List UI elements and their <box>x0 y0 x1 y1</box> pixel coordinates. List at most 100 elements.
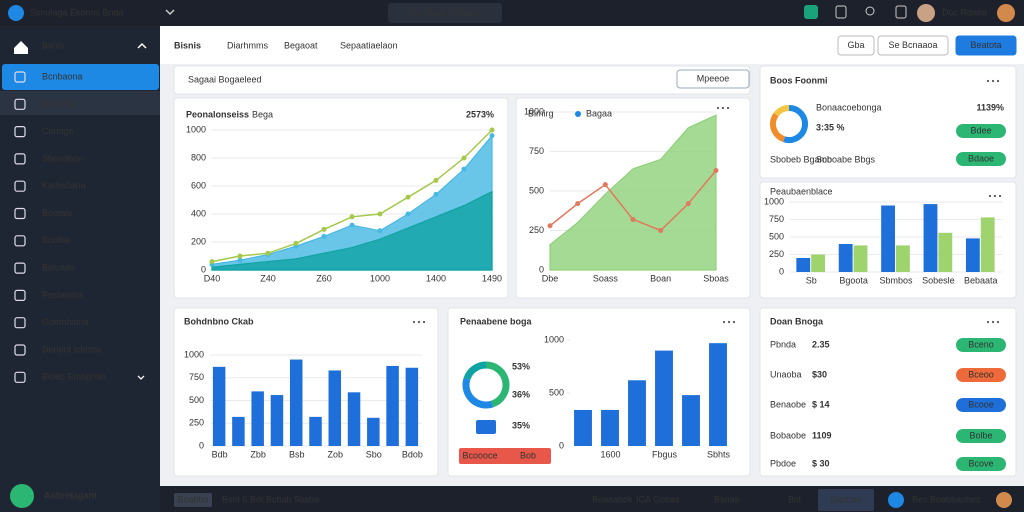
button-label[interactable]: Gba <box>847 40 864 50</box>
footer-text[interactable]: Baobaa <box>830 494 861 504</box>
x-tick-label: Bdb <box>212 449 228 459</box>
bar <box>923 204 938 272</box>
sidebar-item[interactable]: Sbondoon <box>42 153 83 163</box>
tab[interactable]: Sepaatiaelaon <box>340 40 398 50</box>
x-tick-label: Z60 <box>316 273 332 283</box>
point <box>377 228 383 234</box>
sidebar-item[interactable]: Bonhia <box>42 235 70 245</box>
item-icon <box>14 207 26 220</box>
button-label[interactable]: Se Bcnaaoa <box>888 40 937 50</box>
icon[interactable] <box>804 5 818 19</box>
button-label[interactable]: Bceno <box>968 339 994 349</box>
icon[interactable] <box>865 6 875 16</box>
button-label[interactable]: Bolbe <box>969 430 992 440</box>
donut-segment <box>462 377 494 409</box>
pill-button[interactable] <box>956 429 1006 443</box>
menu-dot[interactable] <box>998 194 1002 198</box>
button[interactable] <box>877 35 949 56</box>
row-label: Benaobe <box>770 399 806 409</box>
avatar[interactable] <box>997 4 1015 22</box>
button-label[interactable]: Bdaoe <box>968 153 994 163</box>
icon[interactable] <box>835 5 847 19</box>
panel <box>447 307 751 477</box>
pill-button[interactable] <box>956 152 1006 166</box>
button-label[interactable]: Mpeeoe <box>697 73 730 83</box>
envelope-icon <box>476 420 496 434</box>
button[interactable] <box>676 69 750 89</box>
button-label[interactable]: Bceoo <box>968 369 994 379</box>
button-label[interactable]: Bcooe <box>968 399 994 409</box>
search-box[interactable] <box>388 3 502 23</box>
sidebar-item[interactable]: Postalolos <box>42 290 84 300</box>
point <box>377 211 383 217</box>
x-tick-label: Bgoota <box>839 275 868 285</box>
sidebar-item[interactable]: Gomnhaina <box>42 317 89 327</box>
bar <box>838 244 853 272</box>
menu-dot[interactable] <box>721 106 725 110</box>
sidebar-item[interactable]: Bimilaga <box>42 99 77 109</box>
icon[interactable] <box>895 5 907 19</box>
button[interactable] <box>837 35 875 56</box>
menu-dot[interactable] <box>986 320 990 324</box>
menu-dot[interactable] <box>727 320 731 324</box>
point <box>685 201 691 207</box>
x-tick-label: Zbb <box>250 449 266 459</box>
button[interactable] <box>818 489 874 511</box>
menu-dot[interactable] <box>991 320 995 324</box>
point <box>461 166 467 172</box>
point <box>658 228 664 233</box>
menu-dot[interactable] <box>986 79 990 83</box>
sidebar-item[interactable]: Condge <box>42 126 74 136</box>
y-tick-label: 0 <box>201 264 206 274</box>
x-tick-label: Soass <box>593 273 619 283</box>
stat-value: 53% <box>512 361 530 371</box>
item-icon <box>14 235 26 247</box>
pill-button[interactable] <box>956 338 1006 352</box>
tab[interactable]: Bisnis <box>174 40 201 50</box>
menu-dot[interactable] <box>732 320 736 324</box>
menu-dot[interactable] <box>412 320 416 324</box>
top-bar <box>0 0 1024 26</box>
tab[interactable]: Begaoat <box>284 40 318 50</box>
footer-label[interactable]: Boabbo <box>177 494 208 504</box>
button[interactable] <box>174 493 212 507</box>
button-label[interactable]: Bob <box>520 450 536 460</box>
menu-dot[interactable] <box>996 320 1000 324</box>
menu-dot[interactable] <box>722 320 726 324</box>
button[interactable] <box>955 35 1017 56</box>
button-label[interactable]: Bcoooce <box>462 450 497 460</box>
sidebar-item[interactable]: Bontals <box>42 208 73 218</box>
hover-item <box>0 91 160 115</box>
menu-dot[interactable] <box>726 106 730 110</box>
point <box>405 211 411 217</box>
menu-dot[interactable] <box>417 320 421 324</box>
sidebar-item[interactable]: Bcnbaona <box>42 71 83 81</box>
pill-button[interactable] <box>956 368 1006 382</box>
chart-title: Bimirg <box>528 108 554 118</box>
sidebar-item[interactable]: Boluads <box>42 262 75 272</box>
menu-dot[interactable] <box>716 106 720 110</box>
avatar[interactable] <box>917 4 935 22</box>
sidebar-item[interactable]: Karhatlana <box>42 181 86 191</box>
donut-segment <box>770 112 786 143</box>
pill-button[interactable] <box>956 124 1006 138</box>
tab[interactable]: Diarhmms <box>227 40 269 50</box>
pill-button[interactable] <box>956 457 1006 471</box>
sidebar-item[interactable]: Bioeb Embgnan <box>42 372 106 382</box>
x-tick-label: Bebaata <box>964 275 998 285</box>
menu-dot[interactable] <box>993 194 997 198</box>
menu-dot[interactable] <box>988 194 992 198</box>
row-value: $30 <box>812 369 827 379</box>
button-label[interactable]: Bdee <box>970 125 991 135</box>
menu-dot[interactable] <box>996 79 1000 83</box>
button-label[interactable]: Beatota <box>970 40 1001 50</box>
pill-button[interactable] <box>956 398 1006 412</box>
panel <box>759 65 1017 179</box>
menu-dot[interactable] <box>991 79 995 83</box>
button-label[interactable]: Bcove <box>968 458 993 468</box>
x-tick-label: Sbmbos <box>879 275 913 285</box>
menu-dot[interactable] <box>422 320 426 324</box>
button[interactable] <box>459 448 551 464</box>
sidebar-item[interactable]: Deraint Icktshs <box>42 344 102 354</box>
user-name: Doc Rdaba <box>942 7 987 17</box>
